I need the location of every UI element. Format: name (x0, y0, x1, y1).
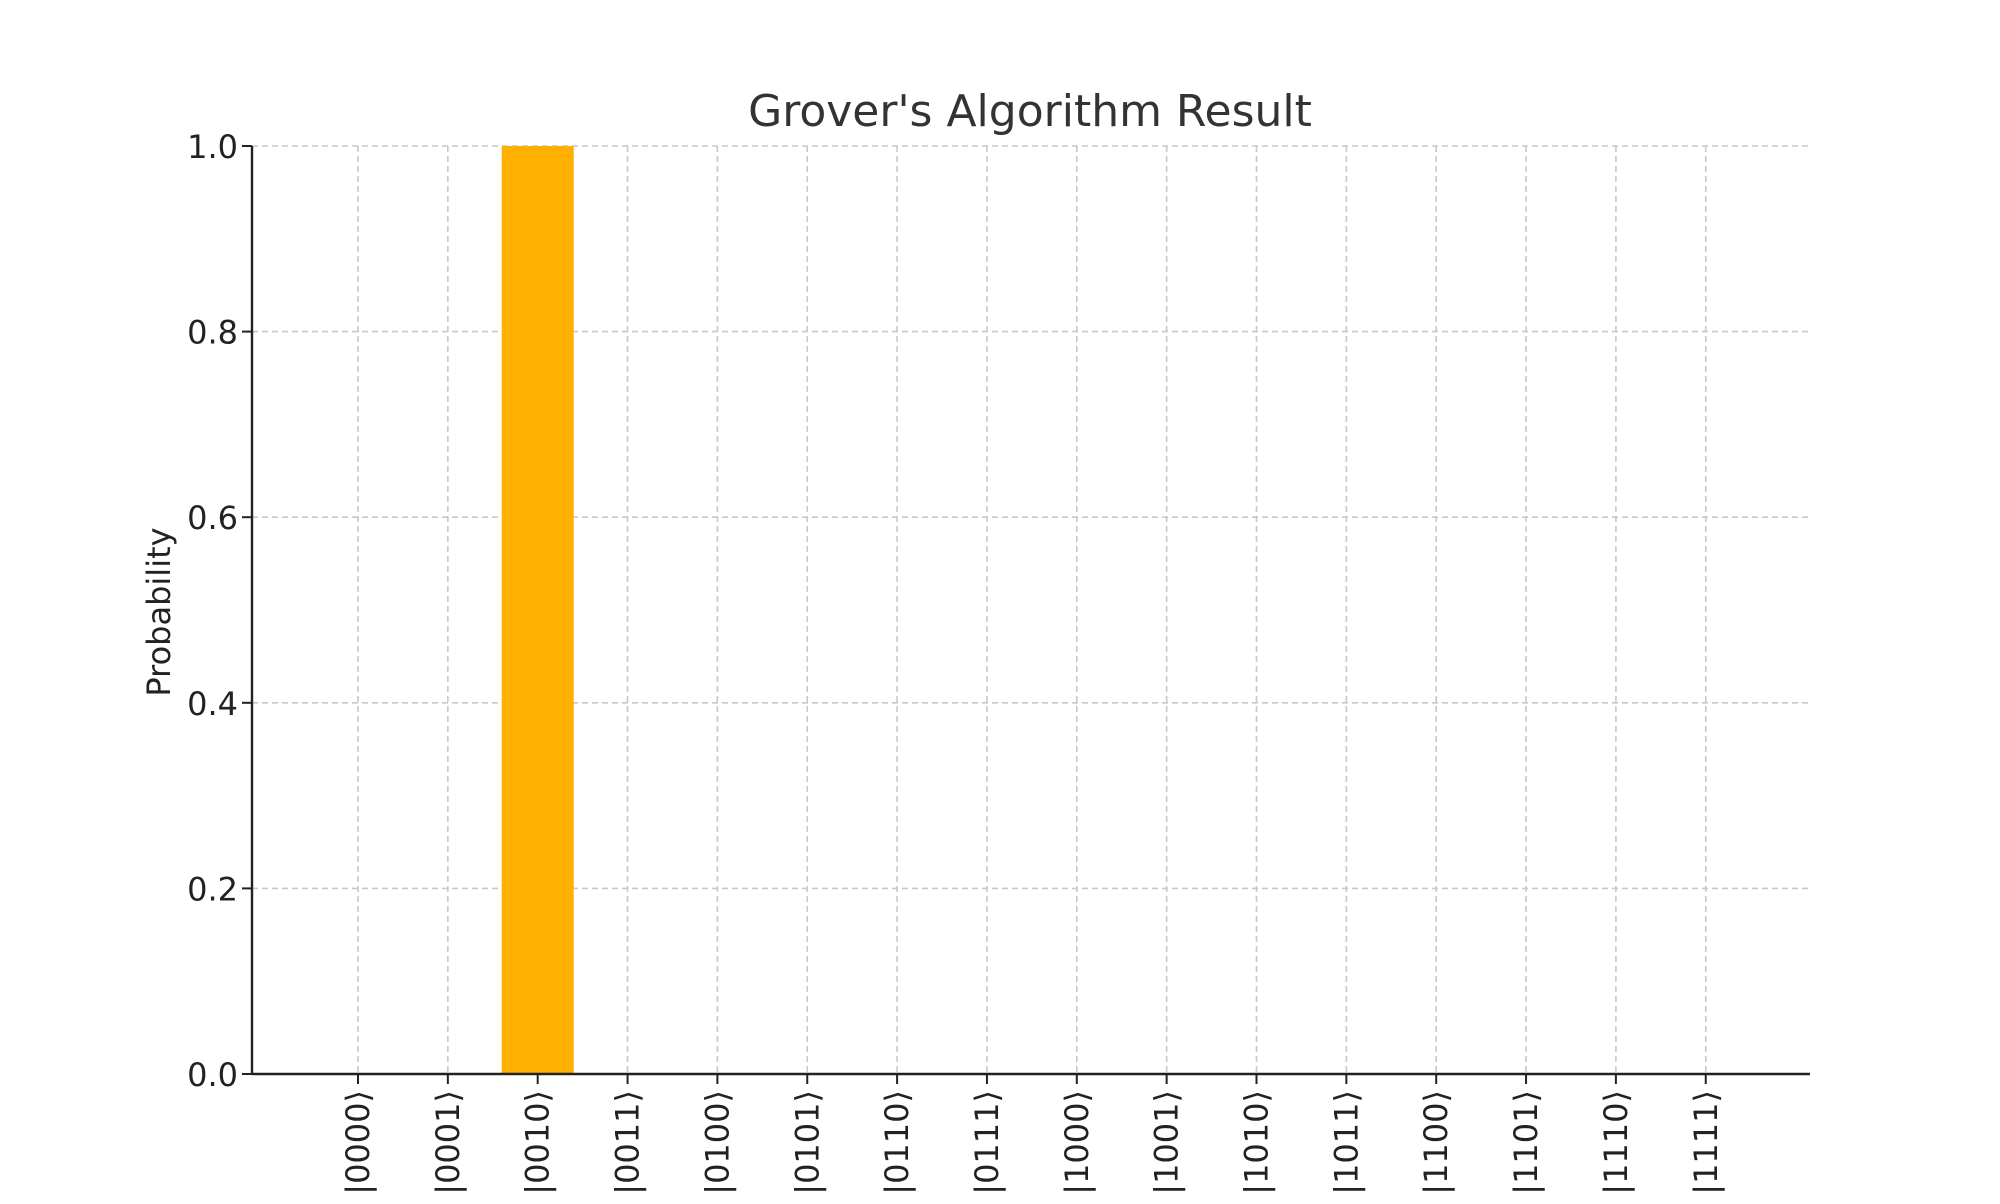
x-tick-label: |1111⟩ (1687, 1090, 1725, 1195)
bars (501, 146, 574, 1074)
grid (252, 145, 1810, 1075)
y-tick-label: 0.8 (187, 314, 238, 352)
x-tick-label: |1000⟩ (1058, 1090, 1096, 1195)
chart-title: Grover's Algorithm Result (748, 86, 1312, 137)
y-axis-label: Probability (140, 527, 178, 696)
x-tick-label: |1001⟩ (1148, 1090, 1186, 1195)
x-tick-label: |0110⟩ (878, 1090, 916, 1195)
x-tick-label: |1011⟩ (1327, 1090, 1365, 1195)
y-tick-label: 0.2 (187, 870, 238, 908)
x-tick-label: |0000⟩ (339, 1090, 377, 1195)
x-tick-label: |1100⟩ (1417, 1090, 1455, 1195)
bar-2 (501, 146, 574, 1074)
x-tick-label: |0111⟩ (968, 1090, 1006, 1195)
labels: 0.0 0.2 0.4 0.6 0.8 1.0 |0000⟩ |0001⟩ |0010⟩ |001… (187, 128, 1725, 1195)
x-tick-label: |0010⟩ (519, 1090, 557, 1195)
axes (242, 145, 1810, 1084)
x-tick-label: |0100⟩ (698, 1090, 736, 1195)
y-tick-label: 0.4 (187, 685, 238, 723)
x-tick-label: |1110⟩ (1597, 1090, 1635, 1195)
y-tick-label: 0.0 (187, 1056, 238, 1094)
y-tick-label: 0.6 (187, 499, 238, 537)
x-tick-label: |0001⟩ (429, 1090, 467, 1195)
y-tick-label: 1.0 (187, 128, 238, 166)
x-tick-label: |0101⟩ (788, 1090, 826, 1195)
x-tick-label: |0011⟩ (609, 1090, 647, 1195)
x-tick-label: |1010⟩ (1238, 1090, 1276, 1195)
x-tick-label: |1101⟩ (1507, 1090, 1545, 1195)
